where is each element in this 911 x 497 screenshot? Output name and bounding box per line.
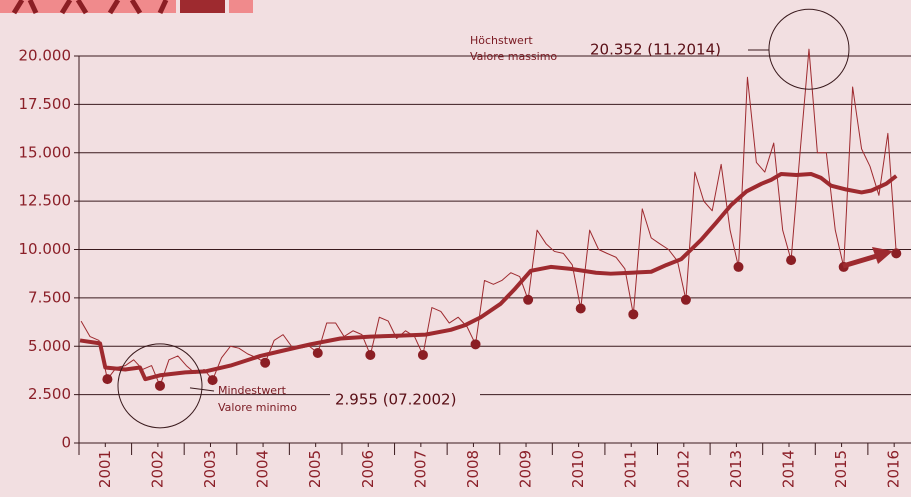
min-point (681, 295, 691, 305)
y-tick-label: 5.000 (28, 337, 71, 355)
x-tick-label: 2014 (779, 450, 797, 488)
x-tick-label: 2002 (148, 450, 166, 488)
y-tick-label: 12.500 (19, 192, 72, 210)
min-point (313, 348, 323, 358)
x-tick-label: 2007 (411, 450, 429, 488)
y-tick-label: 10.000 (19, 240, 72, 258)
min-point (102, 374, 112, 384)
x-tick-label: 2016 (885, 450, 903, 488)
min-point (628, 309, 638, 319)
min-point (891, 248, 901, 258)
x-tick-label: 2008 (464, 450, 482, 488)
min-label: Valore minimo (218, 401, 297, 414)
min-point (786, 255, 796, 265)
x-tick-label: 2010 (569, 450, 587, 488)
min-value: 2.955 (07.2002) (335, 391, 456, 409)
x-tick-label: 2013 (727, 450, 745, 488)
min-point (260, 358, 270, 368)
chart: 0 2.500 5.000 7.500 10.000 12.500 15.000 17.500… (0, 0, 911, 497)
y-tick-label: 7.500 (28, 288, 71, 306)
y-tick-label: 2.500 (28, 385, 71, 403)
min-point (576, 304, 586, 314)
max-label: Valore massimo (470, 50, 557, 63)
max-label: Höchstwert (470, 34, 533, 47)
trend-line (80, 174, 896, 379)
max-value: 20.352 (11.2014) (590, 41, 721, 59)
page: {"chart_data": { "type": "line", "ylim":… (0, 0, 911, 497)
min-point (208, 375, 218, 385)
x-tick-label: 2011 (622, 450, 640, 488)
x-tick-label: 2015 (832, 450, 850, 488)
y-tick-label: 17.500 (19, 95, 72, 113)
min-point (155, 381, 165, 391)
min-point (523, 295, 533, 305)
min-point (471, 339, 481, 349)
x-tick-label: 2004 (254, 450, 272, 488)
x-tick-label: 2001 (96, 450, 114, 488)
min-point (365, 350, 375, 360)
y-tick-label: 20.000 (19, 47, 72, 65)
min-point (733, 262, 743, 272)
trend-arrow (843, 255, 880, 266)
y-tick-label: 15.000 (19, 143, 72, 161)
x-tick-label: 2009 (517, 450, 535, 488)
min-point (418, 350, 428, 360)
y-tick-label: 0 (61, 434, 71, 452)
x-tick-label: 2012 (674, 450, 692, 488)
min-label: Mindestwert (218, 384, 287, 397)
monthly-line (81, 49, 896, 386)
x-tick-label: 2006 (359, 450, 377, 488)
logo (0, 0, 253, 13)
x-tick-label: 2003 (201, 450, 219, 488)
x-tick-label: 2005 (306, 450, 324, 488)
